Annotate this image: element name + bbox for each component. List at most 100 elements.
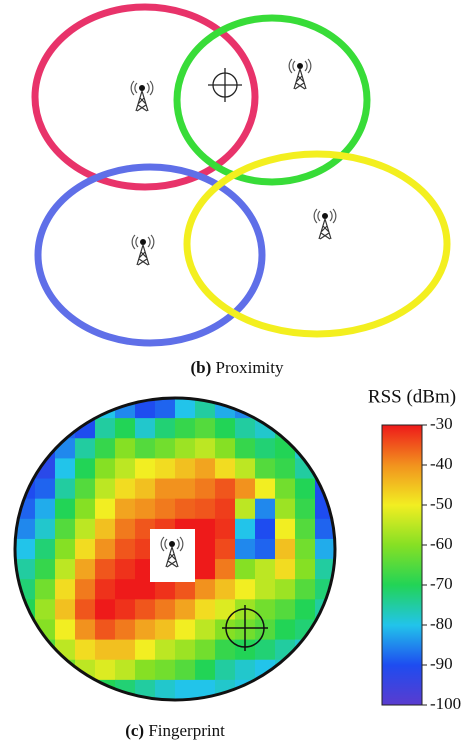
rss-cell	[35, 559, 56, 580]
rss-cell	[255, 438, 276, 459]
rss-cell	[135, 498, 156, 520]
rss-cell	[55, 398, 76, 419]
rss-cell	[255, 518, 276, 540]
rss-cell	[255, 498, 276, 520]
rss-cell	[95, 619, 116, 641]
rss-cell	[235, 478, 256, 500]
rss-cell	[255, 458, 276, 480]
rss-cell	[15, 679, 36, 700]
rss-cell	[95, 538, 116, 560]
rss-cell	[295, 679, 316, 700]
rss-cell	[55, 438, 76, 459]
rss-cell	[35, 398, 56, 419]
rss-cell	[195, 438, 216, 459]
rss-cell	[175, 438, 196, 459]
rss-cell	[75, 518, 96, 540]
rss-cell	[75, 458, 96, 480]
rss-cell	[75, 398, 96, 419]
colorbar-tick-label: -100	[430, 694, 461, 713]
rss-cell	[175, 599, 196, 620]
rss-cell	[175, 659, 196, 681]
rss-cell	[155, 398, 176, 419]
rss-cell	[175, 478, 196, 500]
rss-cell	[235, 458, 256, 480]
rss-cell	[175, 619, 196, 641]
rss-cell	[135, 478, 156, 500]
rss-cell	[135, 398, 156, 419]
rss-cell	[295, 559, 316, 580]
rss-cell	[95, 659, 116, 681]
rss-cell	[175, 498, 196, 520]
rss-cell	[315, 538, 335, 560]
rss-cell	[155, 458, 176, 480]
rss-cell	[195, 579, 216, 600]
rss-cell	[115, 418, 136, 439]
rss-cell	[35, 639, 56, 661]
rss-cell	[315, 639, 335, 661]
rss-cell	[195, 498, 216, 520]
rss-cell	[295, 599, 316, 620]
rss-cell	[315, 458, 335, 480]
rss-cell	[95, 458, 116, 480]
rss-cell	[275, 579, 296, 600]
fingerprint-diagram: RSS (dBm) -30 -40 -50 -60 -70 -80 -90 -100 (c) …	[13, 386, 461, 740]
rss-cell	[275, 538, 296, 560]
rss-cell	[275, 458, 296, 480]
rss-cell	[295, 438, 316, 459]
colorbar-tick-label: -30	[430, 414, 453, 433]
rss-cell	[15, 398, 36, 419]
rss-cell	[55, 679, 76, 700]
rss-cell	[155, 478, 176, 500]
rss-cell	[195, 418, 216, 439]
colorbar-tick-label: -90	[430, 654, 453, 673]
rss-cell	[255, 679, 276, 700]
rss-cell	[15, 619, 36, 641]
rss-cell	[95, 599, 116, 620]
rss-cell	[315, 619, 335, 641]
rss-cell	[175, 639, 196, 661]
rss-cell	[215, 639, 236, 661]
rss-cell	[175, 458, 196, 480]
rss-cell	[15, 458, 36, 480]
caption-text: Proximity	[216, 358, 285, 377]
rss-cell	[275, 478, 296, 500]
rss-cell	[75, 478, 96, 500]
rss-cell	[315, 398, 335, 419]
rss-cell	[95, 438, 116, 459]
rss-cell	[75, 679, 96, 700]
rss-cell	[15, 438, 36, 459]
rss-cell	[295, 498, 316, 520]
rss-cell	[35, 679, 56, 700]
rss-cell	[215, 518, 236, 540]
target-crosshair	[222, 605, 268, 651]
red-range	[31, 3, 259, 191]
proximity-diagram: (b) Proximity	[31, 3, 451, 377]
rss-cell	[95, 639, 116, 661]
colorbar-tick-label: -70	[430, 574, 453, 593]
rss-cell	[115, 438, 136, 459]
area-outline	[13, 396, 337, 702]
rss-cell	[255, 398, 276, 419]
rss-cell	[315, 679, 335, 700]
target-crosshair	[208, 68, 242, 102]
rss-cell	[95, 418, 116, 439]
rss-cell	[95, 498, 116, 520]
rss-cell	[235, 659, 256, 681]
rss-cell	[135, 639, 156, 661]
rss-cell	[35, 418, 56, 439]
rss-cell	[175, 398, 196, 419]
rss-cell	[275, 679, 296, 700]
rss-cell	[275, 559, 296, 580]
anchor-icon	[130, 80, 154, 112]
rss-cell	[95, 559, 116, 580]
rss-cell	[115, 458, 136, 480]
rss-cell	[15, 559, 36, 580]
rss-cell	[235, 579, 256, 600]
rss-cell	[275, 418, 296, 439]
rss-cell	[235, 418, 256, 439]
rss-cell	[35, 599, 56, 620]
rss-cell	[35, 478, 56, 500]
rss-cell	[215, 498, 236, 520]
rss-cell	[235, 679, 256, 700]
